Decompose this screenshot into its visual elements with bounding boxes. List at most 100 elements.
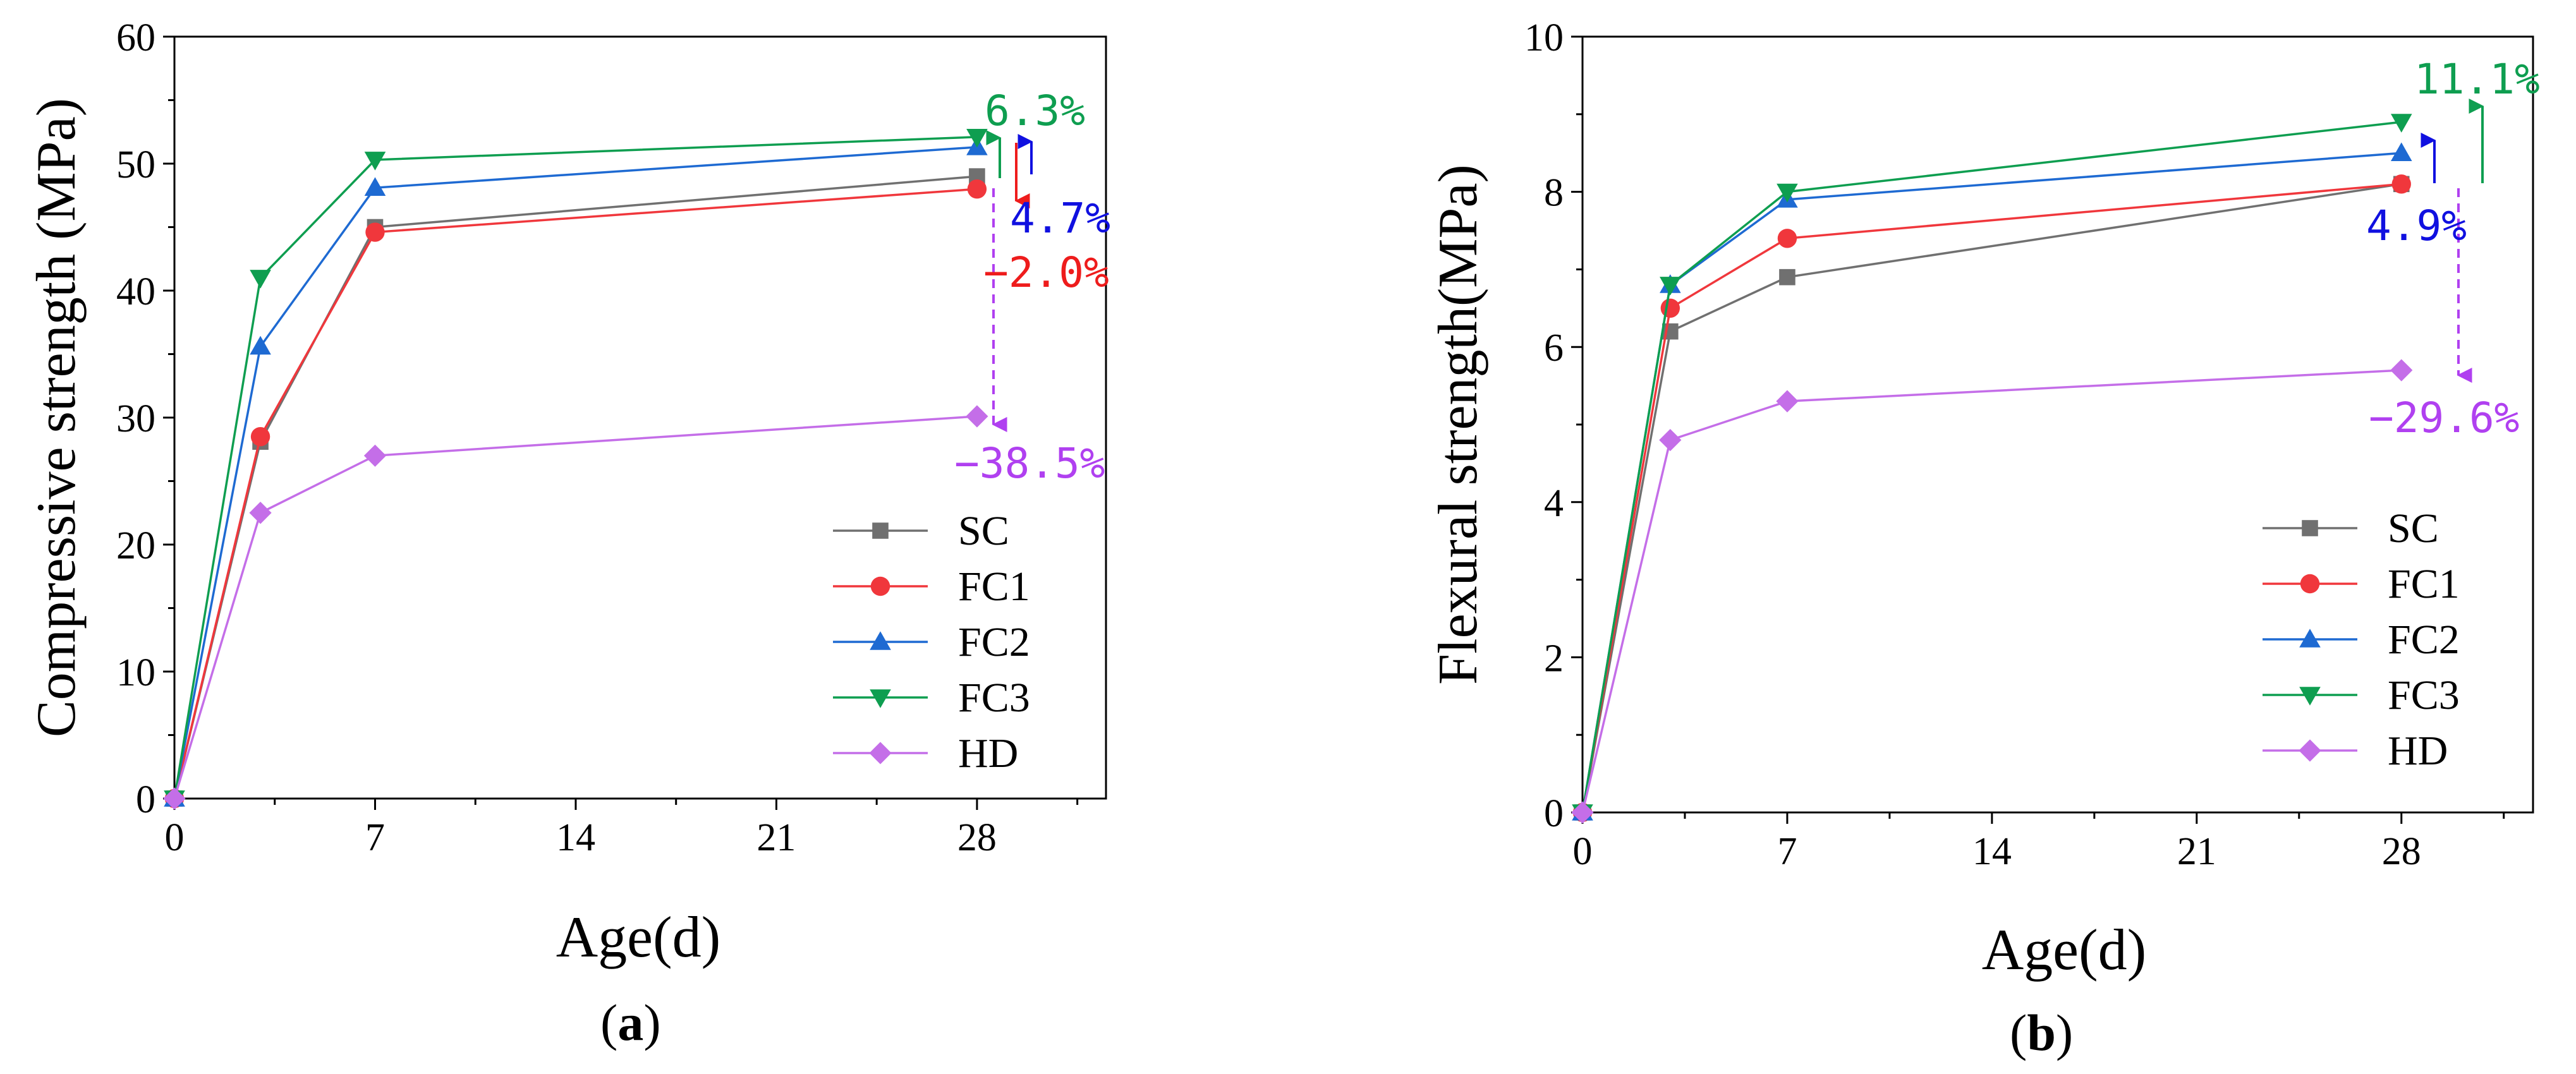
data-point-fc3 <box>2390 114 2412 133</box>
panel-label-a: (a) <box>600 994 661 1051</box>
legend-marker-sc <box>872 522 889 539</box>
annotation-fc3-percent: 11.1% <box>2414 55 2540 104</box>
y-tick-label: 0 <box>136 778 155 821</box>
data-point-hd <box>1776 390 1799 413</box>
series-line-fc2 <box>173 146 978 799</box>
legend-marker-sc <box>2302 520 2318 536</box>
y-tick-label: 50 <box>116 143 155 186</box>
x-tick-label: 14 <box>1972 830 2012 873</box>
x-tick-label: 0 <box>165 816 185 859</box>
legend-label-sc: SC <box>2388 505 2439 552</box>
x-tick-label: 28 <box>2382 830 2421 873</box>
data-point-fc1 <box>365 222 385 242</box>
series-line-fc1 <box>1581 183 2402 813</box>
y-tick-label: 6 <box>1544 327 1564 370</box>
legend-marker-fc1 <box>2300 574 2320 594</box>
legend-label-hd: HD <box>2388 728 2448 774</box>
series-line-hd <box>173 415 978 799</box>
series-line-fc3 <box>1581 121 2402 813</box>
legend-label-fc1: FC1 <box>958 564 1030 610</box>
y-tick-label: 0 <box>1544 792 1564 835</box>
legend-label-fc2: FC2 <box>958 619 1030 665</box>
data-point-fc2 <box>250 335 271 355</box>
legend-label-fc3: FC3 <box>2388 672 2460 718</box>
x-tick-label: 21 <box>2177 830 2216 873</box>
data-point-fc1 <box>1777 229 1797 248</box>
x-axis: 0 7 14 21 28 <box>1573 812 2505 873</box>
y-tick-label: 40 <box>116 270 155 313</box>
series-line-hd <box>1581 369 2402 813</box>
legend-marker-fc3 <box>870 689 891 708</box>
panel-label-b: (b) <box>2010 1004 2073 1061</box>
x-axis-label: Age(d) <box>556 905 721 969</box>
series-group <box>163 128 988 810</box>
data-point-fc1 <box>1660 298 1680 318</box>
y-axis: 0 10 20 30 40 50 60 <box>116 16 174 821</box>
y-tick-label: 2 <box>1544 637 1564 680</box>
series-line-fc2 <box>1581 152 2402 813</box>
data-point-fc1 <box>2391 174 2411 194</box>
y-tick-label: 30 <box>116 397 155 440</box>
annotation-fc2-percent: 4.9% <box>2366 202 2467 250</box>
annotation-fc1-percent: −2.0% <box>983 248 1109 297</box>
x-tick-label: 0 <box>1573 830 1593 873</box>
legend-label-fc2: FC2 <box>2388 617 2460 663</box>
legend: SC FC1 FC2 FC3 HD <box>833 508 1030 776</box>
x-axis-label: Age(d) <box>1982 917 2147 982</box>
data-point-hd <box>2390 359 2413 382</box>
x-axis: 0 7 14 21 28 <box>165 799 1079 859</box>
data-point-sc <box>1779 268 1795 286</box>
data-point-fc1 <box>967 179 987 199</box>
legend-marker-hd <box>2299 739 2321 762</box>
x-tick-label: 7 <box>1777 830 1797 873</box>
data-point-fc2 <box>2390 142 2412 161</box>
annotation-hd-percent: −29.6% <box>2369 394 2519 442</box>
data-point-fc3 <box>1777 183 1798 203</box>
y-axis-label: Flexural strength(MPa) <box>1428 164 1489 685</box>
x-tick-label: 14 <box>556 816 595 859</box>
series-line-fc1 <box>173 188 978 799</box>
data-point-hd <box>363 444 387 467</box>
x-tick-label: 21 <box>756 816 796 859</box>
data-point-fc3 <box>364 152 386 171</box>
data-point-hd <box>1659 428 1682 452</box>
legend-marker-fc2 <box>2299 629 2321 648</box>
annotation-hd-percent: −38.5% <box>954 439 1105 488</box>
data-point-hd <box>249 502 272 524</box>
y-tick-label: 4 <box>1544 482 1564 525</box>
series-group <box>1571 114 2413 824</box>
series-line-sc <box>1581 183 2402 813</box>
series-line-sc <box>173 175 978 799</box>
y-axis: 0 2 4 6 8 10 <box>1524 16 1583 835</box>
data-point-hd <box>1571 801 1594 824</box>
legend-label-hd: HD <box>958 730 1018 776</box>
legend-marker-hd <box>869 742 892 764</box>
y-tick-label: 20 <box>116 524 155 567</box>
y-axis-label: Compressive strength (MPa) <box>26 98 87 737</box>
y-tick-label: 10 <box>116 651 155 694</box>
data-point-fc3 <box>250 270 271 289</box>
x-tick-label: 7 <box>365 816 385 859</box>
y-tick-label: 8 <box>1544 172 1564 215</box>
series-line-fc3 <box>173 136 977 799</box>
y-tick-label: 10 <box>1524 16 1564 59</box>
y-tick-label: 60 <box>116 16 155 59</box>
data-point-fc1 <box>250 426 270 447</box>
data-point-hd <box>966 405 988 428</box>
annotation-fc2-percent: 4.7% <box>1010 194 1110 243</box>
data-point-fc3 <box>1660 277 1681 296</box>
legend-label-sc: SC <box>958 508 1009 554</box>
legend: SC FC1 FC2 FC3 HD <box>2263 505 2460 774</box>
x-tick-label: 28 <box>957 816 997 859</box>
legend-marker-fc3 <box>2299 687 2321 706</box>
data-point-hd <box>163 787 186 810</box>
legend-marker-fc1 <box>870 576 890 596</box>
legend-label-fc3: FC3 <box>958 675 1030 721</box>
data-point-fc3 <box>966 128 988 148</box>
annotation-fc3-percent: 6.3% <box>985 87 1085 135</box>
data-point-fc2 <box>364 177 386 196</box>
panel-a: 0 10 20 30 40 50 60 0 7 14 21 28 Compressive stren… <box>26 16 1110 1051</box>
legend-label-fc1: FC1 <box>2388 561 2460 607</box>
